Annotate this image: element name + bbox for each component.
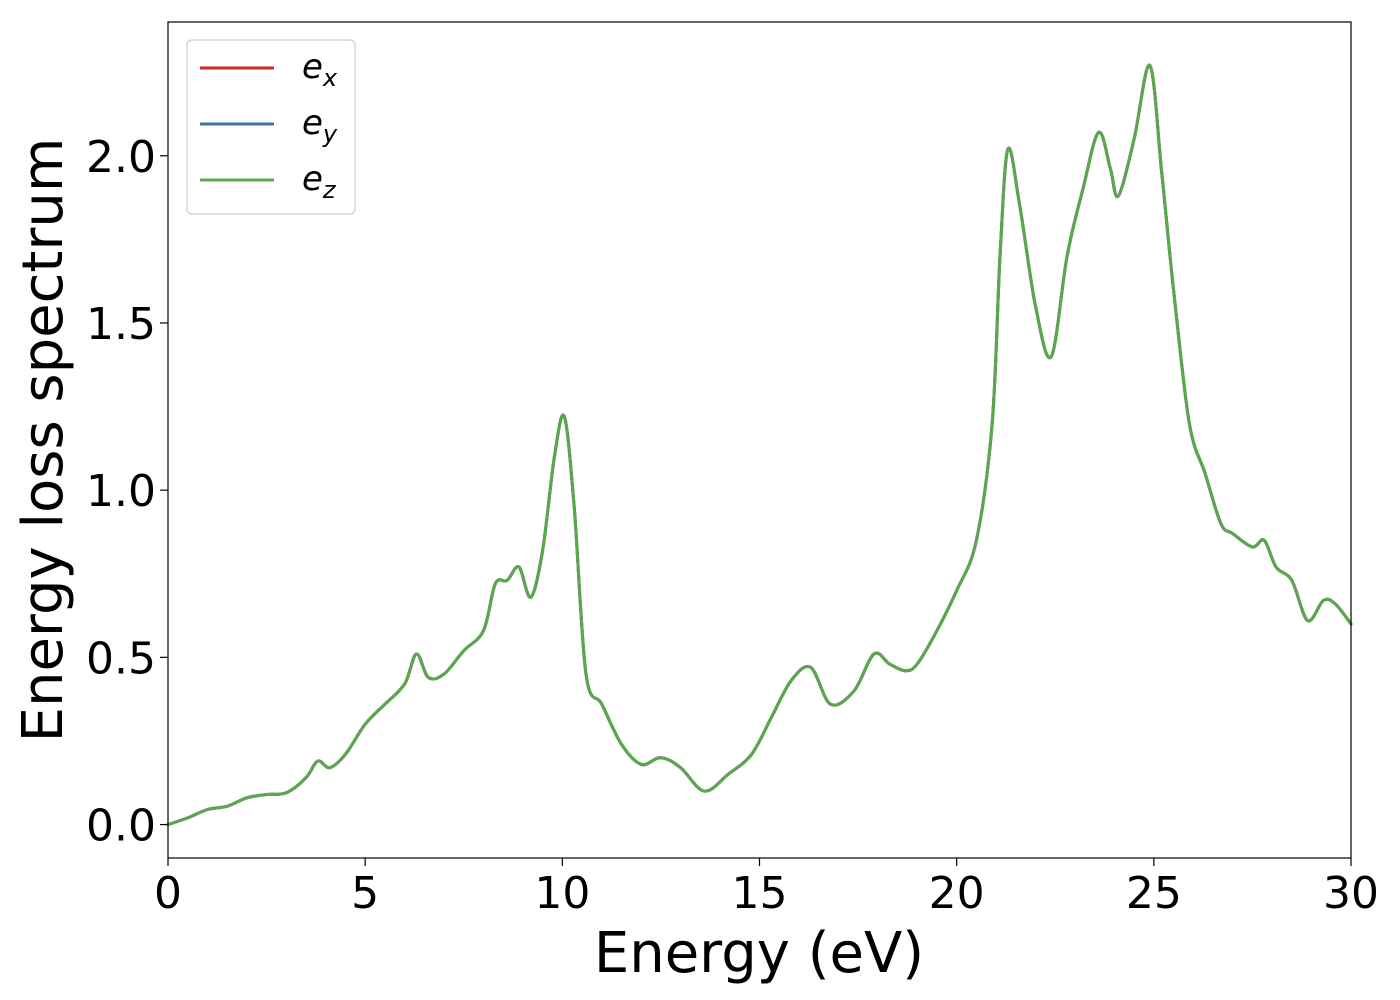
x-axis-ticks: 0 5 10 15 20 25 30 bbox=[154, 858, 1379, 919]
legend-label-e_y: ey bbox=[302, 103, 338, 148]
x-tick-label: 30 bbox=[1323, 868, 1379, 919]
x-tick-label: 0 bbox=[154, 868, 182, 919]
series-layer bbox=[166, 63, 1353, 827]
x-tick-label: 5 bbox=[351, 868, 379, 919]
x-tick-label: 15 bbox=[732, 868, 788, 919]
x-axis-label: Energy (eV) bbox=[594, 921, 924, 986]
legend-label-e_x: ex bbox=[302, 47, 338, 92]
series-line-e_z bbox=[166, 63, 1353, 827]
legend-subscript: x bbox=[322, 64, 338, 92]
y-tick-label: 0.5 bbox=[86, 633, 156, 684]
y-tick-label: 1.0 bbox=[86, 466, 156, 517]
y-tick-label: 0.0 bbox=[86, 801, 156, 852]
legend-subscript: z bbox=[322, 176, 337, 204]
x-tick-label: 20 bbox=[929, 868, 985, 919]
y-tick-label: 2.0 bbox=[86, 132, 156, 183]
y-axis-ticks: 0.0 0.5 1.0 1.5 2.0 bbox=[86, 132, 168, 852]
y-tick-label: 1.5 bbox=[86, 299, 156, 350]
x-tick-label: 10 bbox=[534, 868, 590, 919]
y-axis-label: Energy loss spectrum bbox=[11, 138, 76, 743]
legend-box bbox=[186, 39, 356, 215]
legend-subscript: y bbox=[322, 120, 338, 148]
x-tick-label: 25 bbox=[1126, 868, 1182, 919]
